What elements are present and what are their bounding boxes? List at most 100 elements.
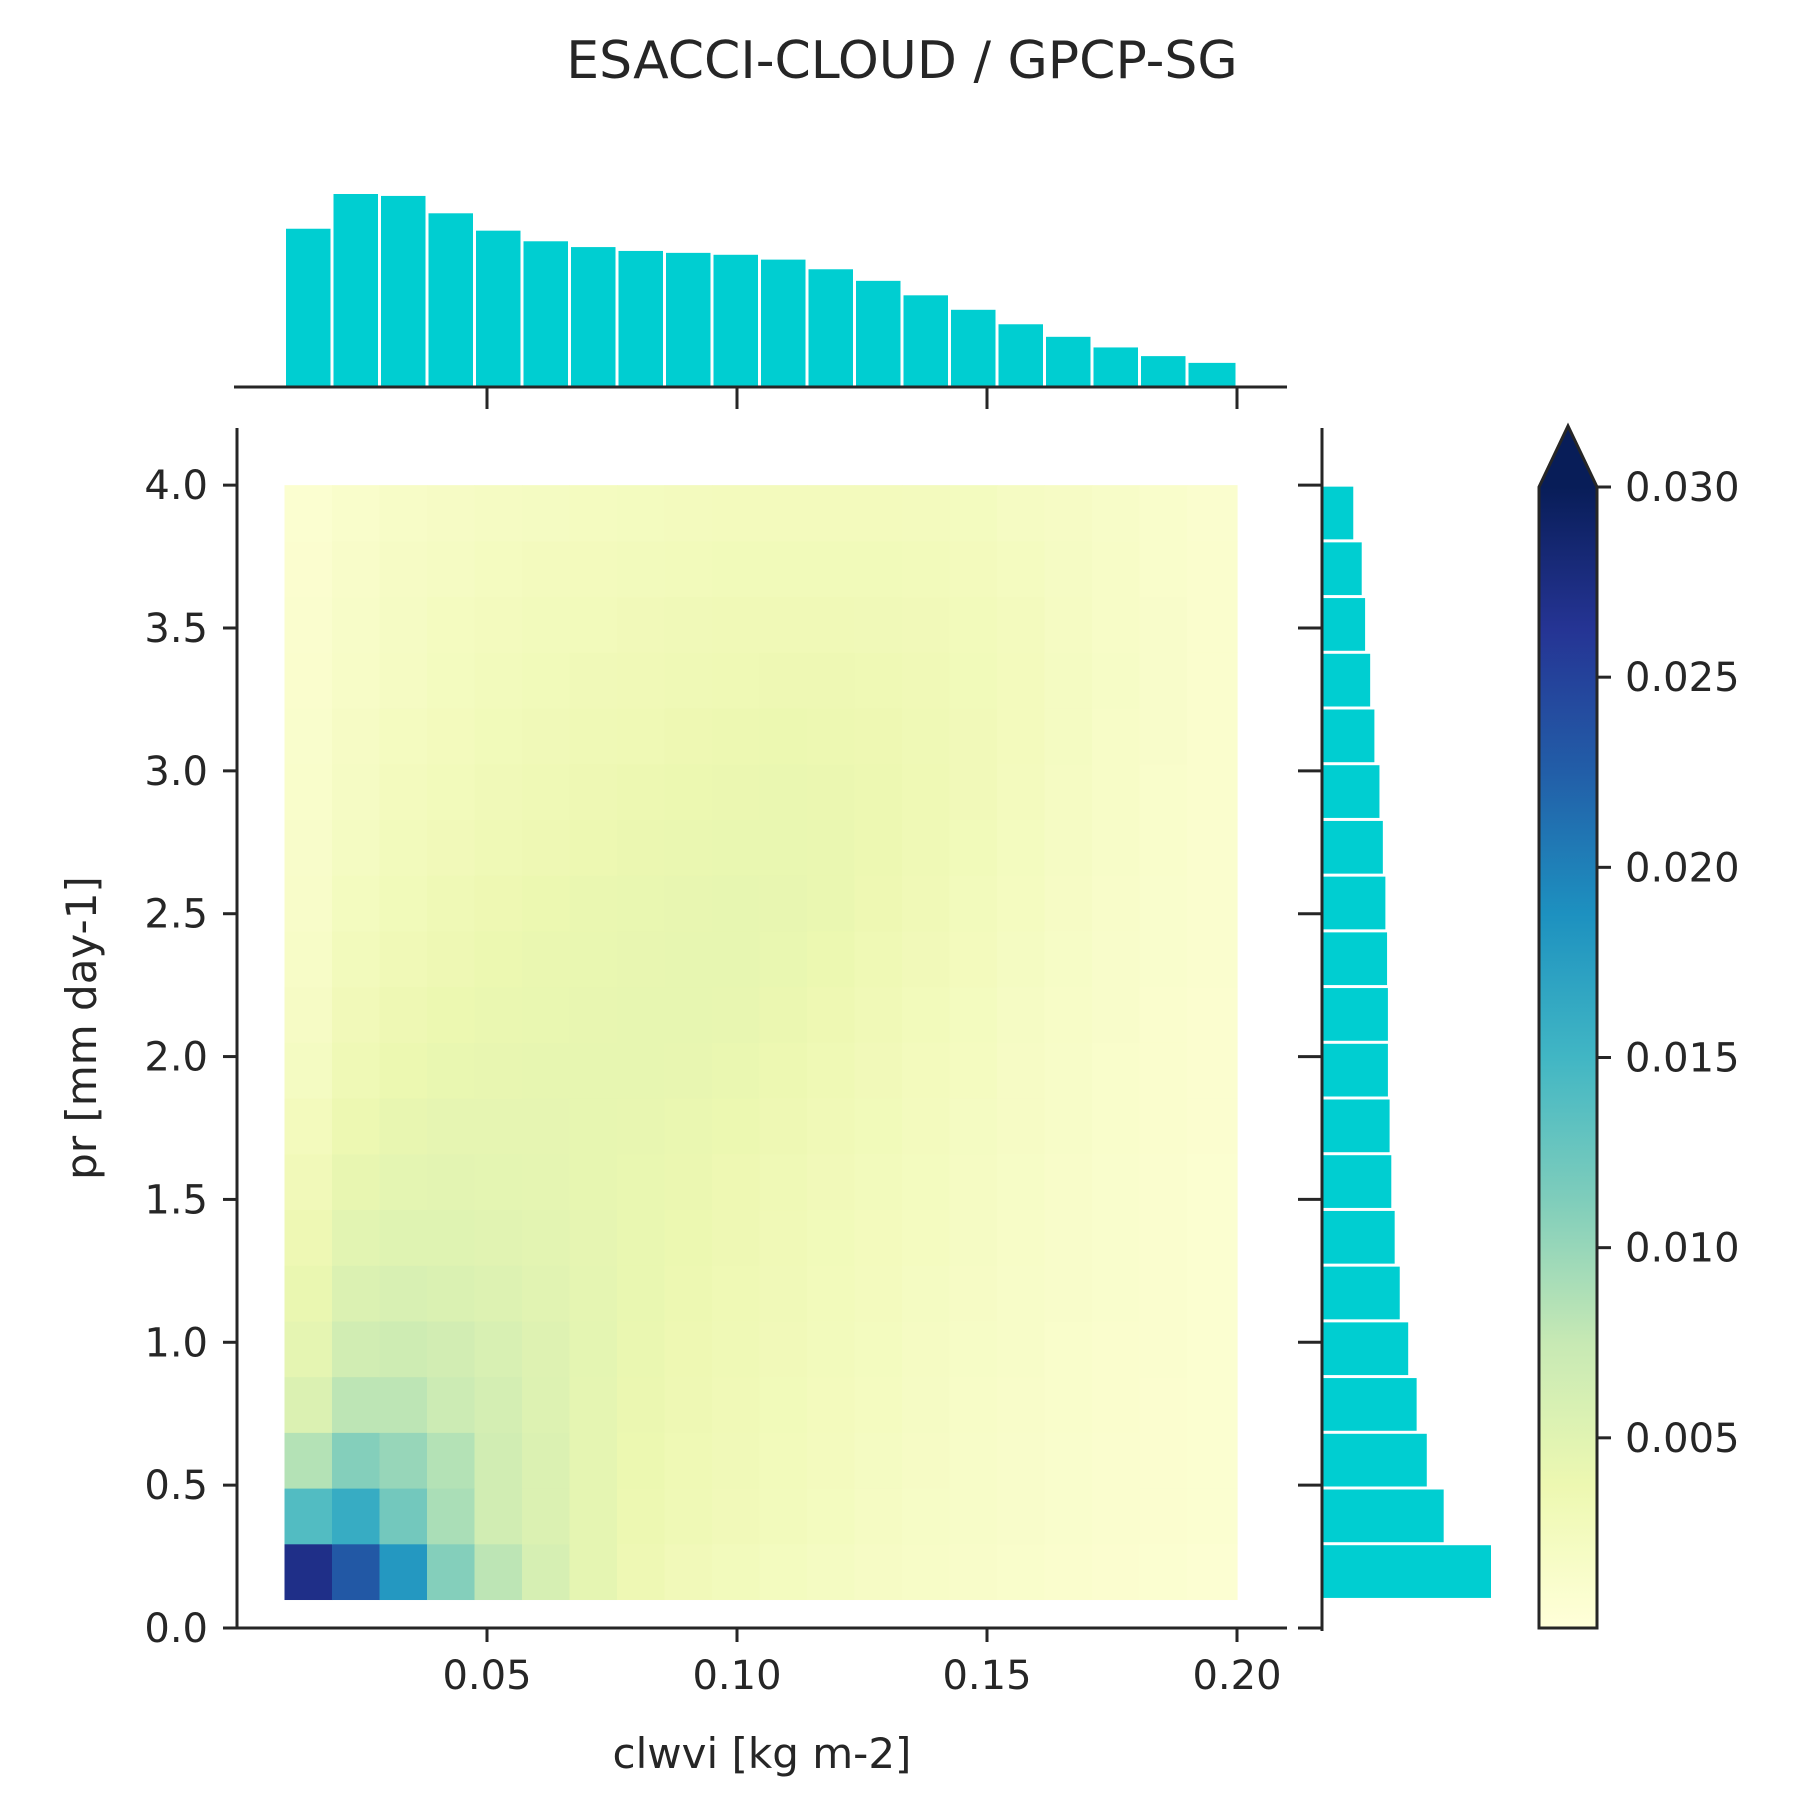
- top-hist-bar: [761, 259, 806, 387]
- heatmap-cell: [664, 986, 713, 1043]
- heatmap-cell: [664, 652, 713, 709]
- heatmap-cells: [284, 485, 1238, 1601]
- heatmap-cell: [759, 1376, 808, 1433]
- heatmap-cell: [569, 1209, 618, 1266]
- top-hist-bar: [618, 250, 663, 387]
- heatmap-cell: [474, 596, 523, 653]
- right-hist-bar: [1322, 542, 1362, 596]
- heatmap-cell: [427, 819, 476, 876]
- heatmap-cell: [902, 1320, 951, 1378]
- heatmap-cell: [997, 1488, 1046, 1545]
- heatmap-cell: [854, 708, 903, 765]
- heatmap-cell: [949, 930, 998, 988]
- heatmap-cell: [474, 875, 523, 932]
- heatmap-cell: [1187, 596, 1238, 653]
- heatmap-cell: [427, 485, 476, 542]
- heatmap-cell: [664, 875, 713, 932]
- heatmap-cell: [807, 819, 856, 876]
- heatmap-cell: [427, 763, 476, 821]
- heatmap-cell: [569, 1265, 618, 1322]
- heatmap-cell: [522, 485, 571, 542]
- heatmap-cell: [284, 930, 333, 988]
- top-hist-bar: [856, 280, 901, 387]
- heatmap-cell: [379, 1098, 428, 1155]
- x-tick-label: 0.20: [1192, 1653, 1281, 1699]
- heatmap-cell: [474, 652, 523, 709]
- heatmap-cell: [1187, 1488, 1238, 1545]
- heatmap-cell: [807, 1209, 856, 1266]
- heatmap-cell: [427, 1543, 476, 1601]
- heatmap-cell: [522, 1543, 571, 1601]
- heatmap-cell: [902, 875, 951, 932]
- right-hist-bar: [1322, 709, 1375, 763]
- top-hist-bar: [713, 254, 758, 387]
- right-hist-bar: [1322, 486, 1354, 540]
- heatmap-cell: [997, 652, 1046, 709]
- heatmap-cell: [1139, 1265, 1188, 1322]
- heatmap-cell: [759, 1265, 808, 1322]
- heatmap-cell: [997, 485, 1046, 542]
- heatmap-cell: [1187, 1432, 1238, 1489]
- chart-title: ESACCI-CLOUD / GPCP-SG: [566, 31, 1237, 91]
- heatmap-cell: [902, 1153, 951, 1211]
- heatmap-cell: [569, 1320, 618, 1378]
- heatmap-cell: [759, 986, 808, 1043]
- heatmap-cell: [807, 1376, 856, 1433]
- heatmap-cell: [807, 930, 856, 988]
- heatmap-cell: [807, 652, 856, 709]
- heatmap-cell: [1092, 1209, 1141, 1266]
- heatmap-cell: [284, 540, 333, 598]
- heatmap-cell: [854, 763, 903, 821]
- heatmap-cell: [332, 1042, 381, 1099]
- heatmap-cell: [949, 875, 998, 932]
- right-hist-bar: [1322, 598, 1366, 651]
- heatmap-cell: [712, 485, 761, 542]
- heatmap-cell: [997, 1265, 1046, 1322]
- heatmap-cell: [1092, 875, 1141, 932]
- heatmap-cell: [997, 1153, 1046, 1211]
- top-hist-bar: [476, 230, 521, 387]
- heatmap-cell: [427, 1209, 476, 1266]
- heatmap-cell: [1139, 875, 1188, 932]
- heatmap-cell: [854, 652, 903, 709]
- heatmap-cell: [1044, 652, 1093, 709]
- heatmap-cell: [379, 986, 428, 1043]
- heatmap-cell: [1092, 1376, 1141, 1433]
- heatmap-cell: [427, 930, 476, 988]
- heatmap-cell: [427, 1488, 476, 1545]
- heatmap-cell: [949, 763, 998, 821]
- heatmap-cell: [617, 708, 666, 765]
- heatmap-cell: [712, 1543, 761, 1601]
- heatmap-cell: [284, 1432, 333, 1489]
- y-axis-ticks: 0.0 0.5 1.0 1.5 2.0 2.5 3.0 3.5 4.0: [144, 463, 1322, 1652]
- heatmap-cell: [379, 819, 428, 876]
- heatmap-cell: [949, 1320, 998, 1378]
- heatmap-cell: [854, 1265, 903, 1322]
- heatmap-cell: [332, 819, 381, 876]
- heatmap-cell: [284, 1153, 333, 1211]
- heatmap-cell: [664, 1543, 713, 1601]
- heatmap-cell: [617, 1153, 666, 1211]
- heatmap-cell: [997, 596, 1046, 653]
- heatmap-cell: [997, 1543, 1046, 1601]
- heatmap-cell: [712, 1209, 761, 1266]
- heatmap-cell: [474, 1432, 523, 1489]
- heatmap-cell: [902, 708, 951, 765]
- heatmap-cell: [617, 930, 666, 988]
- heatmap-cell: [997, 986, 1046, 1043]
- heatmap-cell: [284, 596, 333, 653]
- heatmap-cell: [427, 1098, 476, 1155]
- heatmap-cell: [379, 485, 428, 542]
- heatmap-cell: [949, 485, 998, 542]
- heatmap-cell: [474, 708, 523, 765]
- heatmap-cell: [284, 1543, 333, 1601]
- heatmap-cell: [1139, 1488, 1188, 1545]
- heatmap-cell: [1092, 986, 1141, 1043]
- heatmap-cell: [617, 596, 666, 653]
- heatmap-cell: [1044, 763, 1093, 821]
- heatmap-cell: [807, 1432, 856, 1489]
- heatmap-cell: [1044, 1209, 1093, 1266]
- heatmap-cell: [284, 1098, 333, 1155]
- heatmap-cell: [427, 540, 476, 598]
- heatmap-cell: [427, 986, 476, 1043]
